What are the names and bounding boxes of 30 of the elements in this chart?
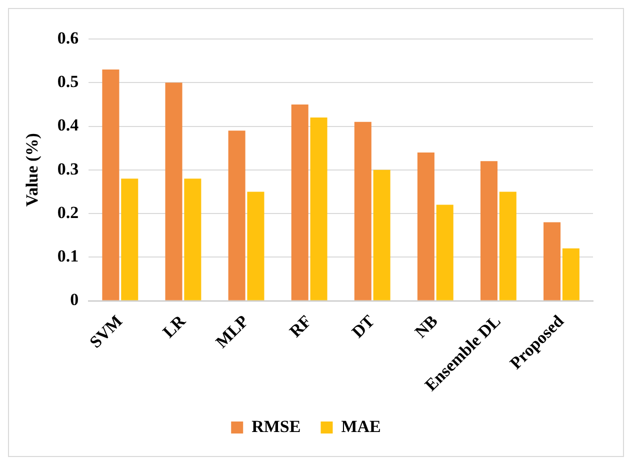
x-tick-label: NB: [411, 311, 442, 342]
bar: [373, 170, 390, 300]
bar: [184, 178, 202, 300]
y-axis-title: Value (%): [22, 133, 42, 207]
bar: [417, 152, 434, 300]
y-tick-label: 0.3: [57, 159, 79, 178]
y-tick-label: 0.4: [57, 116, 80, 135]
legend-label: MAE: [341, 416, 381, 436]
bar: [562, 248, 580, 300]
y-tick-label: 0.6: [57, 28, 79, 48]
y-tick-label: 0: [70, 290, 79, 310]
legend-label: RMSE: [252, 416, 301, 436]
bar: [480, 161, 498, 300]
bar: [247, 192, 264, 300]
x-tick-label: DT: [348, 311, 379, 342]
y-tick-label: 0.5: [57, 72, 79, 92]
bar: [165, 82, 182, 300]
x-tick-label: RF: [286, 311, 316, 341]
bar: [436, 204, 454, 300]
bar: [291, 104, 308, 300]
bar: [544, 222, 561, 300]
bar: [499, 192, 516, 300]
x-tick-label: LR: [159, 310, 190, 342]
y-tick-label: 0.2: [57, 202, 79, 222]
bar: [310, 118, 328, 300]
bar: [102, 70, 120, 300]
bar: [354, 122, 372, 300]
bar: [121, 178, 138, 300]
y-tick-label: 0.1: [57, 246, 79, 266]
bar: [228, 130, 246, 300]
